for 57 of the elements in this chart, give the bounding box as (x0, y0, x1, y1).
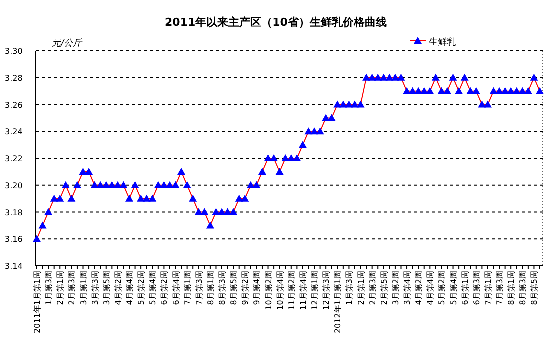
x-tick-label: 3月第4周 (403, 271, 412, 306)
x-tick-label: 8月第5周 (230, 271, 239, 306)
y-tick-label: 3.22 (5, 154, 23, 164)
x-tick-label: 8月第3周 (518, 271, 528, 306)
x-tick-label: 2月第1周 (356, 271, 366, 306)
x-tick-label: 5月第4周 (148, 271, 158, 306)
y-tick-label: 3.24 (5, 128, 23, 137)
x-tick-label: 8月第3周 (218, 271, 228, 306)
x-tick-label: 2月第3周 (68, 271, 77, 306)
y-tick-label: 3.14 (5, 262, 23, 271)
x-tick-label: 7月第3周 (194, 271, 204, 306)
x-tick-label: 6月第2周 (160, 271, 170, 306)
y-tick-label: 3.26 (5, 100, 23, 110)
x-tick-label: 2月第1周 (56, 271, 66, 306)
x-tick-label: 10月第2周 (264, 271, 274, 310)
y-tick-label: 3.18 (5, 208, 23, 218)
y-tick-label: 3.30 (5, 47, 23, 56)
x-tick-label: 5月第2周 (137, 271, 146, 306)
x-tick-label: 3月第1周 (79, 271, 88, 306)
x-tick-label: 12月第3周 (322, 271, 332, 310)
x-tick-label: 2月第5周 (380, 271, 389, 306)
x-tick-label: 4月第4周 (426, 271, 436, 306)
x-tick-label: 8月第1周 (507, 271, 516, 306)
x-tick-label: 11月第2周 (287, 271, 296, 310)
x-tick-label: 7月第1周 (484, 271, 493, 306)
x-tick-label: 5月第2周 (438, 271, 447, 306)
x-tick-label: 1月第3周 (44, 271, 54, 306)
x-tick-label: 3月第3周 (90, 271, 100, 306)
y-tick-label: 3.20 (5, 181, 23, 190)
x-tick-label: 9月第2周 (241, 271, 250, 306)
x-tick-label: 6月第3周 (472, 271, 482, 306)
x-tick-label: 8月第5周 (530, 271, 540, 306)
x-tick-label: 9月第4周 (252, 271, 262, 306)
y-tick-label: 3.28 (5, 74, 23, 83)
x-tick-label: 8月第1周 (206, 271, 216, 306)
x-tick-label: 4月第4周 (126, 271, 135, 306)
x-tick-label: 2012年1月第1周 (334, 271, 343, 334)
x-tick-label: 6月第4周 (172, 271, 181, 306)
x-tick-label: 4月第2周 (414, 271, 424, 306)
x-tick-label: 2月第3周 (368, 271, 378, 306)
x-tick-label: 10月第4周 (276, 271, 285, 310)
x-tick-label: 6月第1周 (460, 271, 470, 306)
x-tick-label: 7月第1周 (183, 271, 192, 306)
x-tick-label: 7月第3周 (496, 271, 505, 306)
x-tick-label: 11月第4周 (298, 271, 308, 310)
x-tick-label: 1月第3周 (345, 271, 354, 306)
x-tick-label: 12月第1周 (310, 271, 320, 310)
legend: 生鲜乳 (410, 37, 456, 48)
x-tick-label: 5月第4周 (449, 271, 458, 306)
y-axis-title: 元/公斤 (52, 38, 84, 49)
y-tick-label: 3.16 (5, 235, 23, 244)
x-tick-label: 2011年1月第1周 (33, 271, 42, 334)
x-tick-label: 3月第5周 (102, 271, 112, 306)
legend-label: 生鲜乳 (429, 37, 456, 48)
chart-title: 2011年以来主产区（10省）生鲜乳价格曲线 (165, 16, 387, 29)
x-tick-label: 4月第2周 (114, 271, 123, 306)
x-tick-label: 3月第2周 (391, 271, 400, 306)
